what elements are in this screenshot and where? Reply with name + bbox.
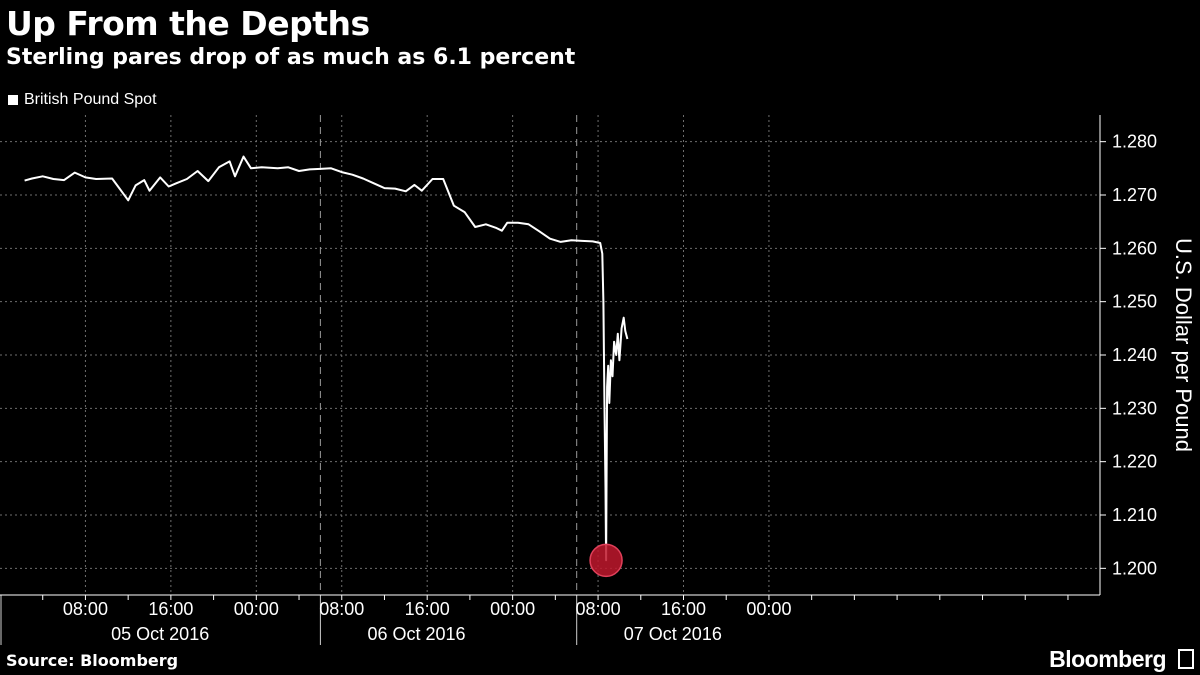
x-tick-label: 00:00 [234,599,279,619]
x-tick-label: 08:00 [576,599,621,619]
x-tick-label: 16:00 [148,599,193,619]
series-line [24,155,629,562]
y-tick-label: 1.240 [1112,345,1157,365]
x-tick-label: 16:00 [661,599,706,619]
chart-title: Up From the Depths [6,4,370,43]
flash-crash-marker [589,543,623,578]
chart-legend: British Pound Spot [8,91,157,109]
y-tick-label: 1.200 [1112,558,1157,578]
x-tick-label: 00:00 [490,599,535,619]
x-day-label: 05 Oct 2016 [111,624,209,644]
x-day-label: 07 Oct 2016 [624,624,722,644]
y-tick-label: 1.210 [1112,505,1157,525]
x-tick-label: 08:00 [319,599,364,619]
brand-mark-icon [1178,649,1194,669]
x-tick-label: 08:00 [63,599,108,619]
y-tick-label: 1.260 [1112,238,1157,258]
legend-label: British Pound Spot [24,91,157,108]
x-tick-label: 16:00 [405,599,450,619]
y-axis-label: U.S. Dollar per Pound [1171,238,1196,452]
source-note: Source: Bloomberg [6,651,179,670]
x-tick-label: 00:00 [746,599,791,619]
legend-swatch [8,95,18,105]
y-tick-label: 1.280 [1112,132,1157,152]
y-tick-label: 1.220 [1112,452,1157,472]
brand-logo: Bloomberg [1049,646,1166,672]
x-day-label: 06 Oct 2016 [367,624,465,644]
chart-subtitle: Sterling pares drop of as much as 6.1 pe… [6,45,576,70]
y-tick-label: 1.230 [1112,398,1157,418]
y-tick-label: 1.250 [1112,292,1157,312]
y-tick-label: 1.270 [1112,185,1157,205]
